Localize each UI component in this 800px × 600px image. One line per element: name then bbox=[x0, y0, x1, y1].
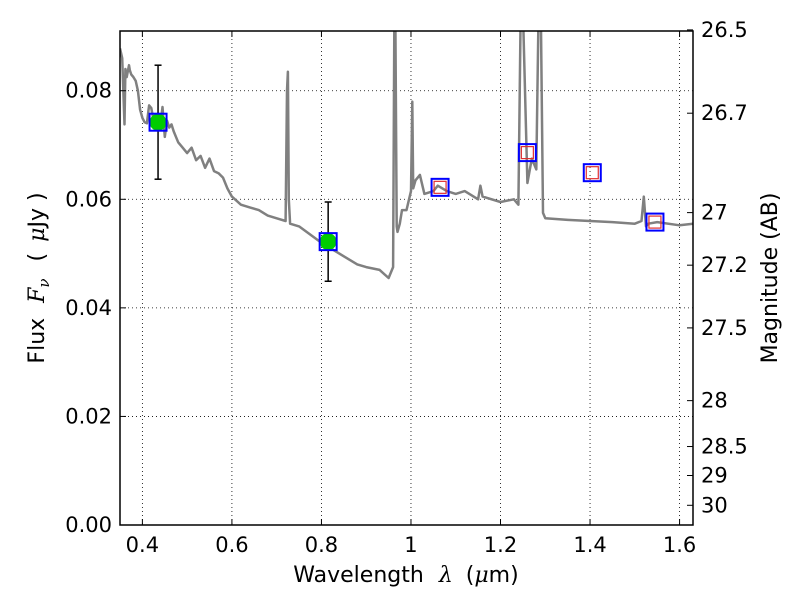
y2-tick-label-1: 26.7 bbox=[701, 101, 748, 125]
y2-tick-label-5: 28 bbox=[701, 389, 728, 413]
x-tick-label-1: 0.6 bbox=[215, 533, 248, 557]
y-tick-label-3: 0.06 bbox=[65, 187, 112, 211]
x-tick-label-4: 1.2 bbox=[484, 533, 517, 557]
y2-tick-label-2: 27 bbox=[701, 201, 728, 225]
y-tick-label-0: 0.00 bbox=[65, 513, 112, 537]
model-square-red-2 bbox=[585, 166, 599, 180]
model-square-blue-3 bbox=[517, 143, 537, 163]
grid-layer bbox=[120, 31, 693, 525]
model-square-red-0 bbox=[433, 180, 447, 194]
model-square-blue-4 bbox=[582, 163, 602, 183]
y2-axis-label: Magnitude (AB) bbox=[758, 193, 783, 364]
y2-tick-label-6: 28.5 bbox=[701, 435, 748, 459]
x-axis-label: Wavelength λ (μm) bbox=[293, 563, 518, 588]
model-square-blue-5 bbox=[645, 212, 665, 232]
x-tick-label-5: 1.4 bbox=[573, 533, 606, 557]
x-tick-label-3: 1 bbox=[404, 533, 417, 557]
observed-point-0 bbox=[149, 113, 167, 131]
x-tick-label-0: 0.4 bbox=[126, 533, 159, 557]
model-square-red-3 bbox=[648, 215, 662, 229]
y2-tick-label-0: 26.5 bbox=[701, 18, 748, 42]
y-tick-label-2: 0.04 bbox=[65, 296, 112, 320]
y-axis-label-unit-rest: Jy ) bbox=[25, 192, 50, 229]
x-tick-label-2: 0.8 bbox=[305, 533, 338, 557]
x-tick-label-6: 1.6 bbox=[663, 533, 696, 557]
y-axis-label-subscript: ν bbox=[35, 278, 53, 287]
y2-tick-label-3: 27.2 bbox=[701, 253, 748, 277]
model-square-blue-0 bbox=[148, 112, 168, 132]
y-axis-label-symbol: F bbox=[25, 287, 50, 304]
y2-tick-label-4: 27.5 bbox=[701, 316, 748, 340]
series-layer bbox=[120, 31, 693, 283]
observed-point-1 bbox=[319, 233, 337, 251]
y-tick-label-1: 0.02 bbox=[65, 404, 112, 428]
x-axis-label-unit-open: ( bbox=[466, 563, 475, 588]
x-axis-label-text: Wavelength bbox=[293, 563, 424, 588]
x-axis-label-unit-rest: m) bbox=[489, 563, 519, 588]
y-axis-label-unit-mu: μ bbox=[25, 228, 50, 242]
y-tick-label-4: 0.08 bbox=[65, 79, 112, 103]
x-axis-label-symbol: λ bbox=[438, 563, 453, 588]
ticks-layer: 0.4 0.6 0.8 1 1.2 1.4 1.6 0.00 0.02 0.04 0.06 0.08 2… bbox=[65, 18, 748, 557]
y-axis-label-unit-open: ( bbox=[25, 253, 50, 262]
model-square-red-1 bbox=[520, 146, 534, 160]
y-axis-label: Flux Fν ( μJy ) bbox=[25, 192, 55, 363]
x-axis-label-unit-mu: μ bbox=[474, 563, 488, 588]
model-square-blue-2 bbox=[430, 177, 450, 197]
model-square-blue-1 bbox=[318, 232, 338, 252]
y-axis-label-text: Flux bbox=[25, 318, 50, 364]
spectrum-line bbox=[120, 31, 693, 280]
plot-frame bbox=[119, 30, 694, 526]
y2-tick-label-7: 29 bbox=[701, 463, 728, 487]
y2-tick-label-8: 30 bbox=[701, 493, 728, 517]
